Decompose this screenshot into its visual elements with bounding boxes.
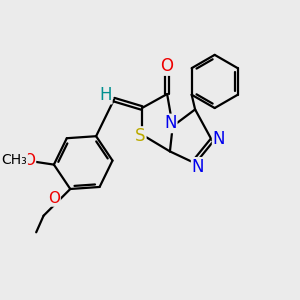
Text: O: O xyxy=(48,191,60,206)
Text: N: N xyxy=(192,158,204,176)
Text: H: H xyxy=(99,85,112,103)
Text: S: S xyxy=(135,127,146,145)
Text: O: O xyxy=(160,57,174,75)
Text: N: N xyxy=(164,114,177,132)
Text: N: N xyxy=(213,130,225,148)
Text: O: O xyxy=(23,153,35,168)
Text: CH₃: CH₃ xyxy=(2,153,27,167)
